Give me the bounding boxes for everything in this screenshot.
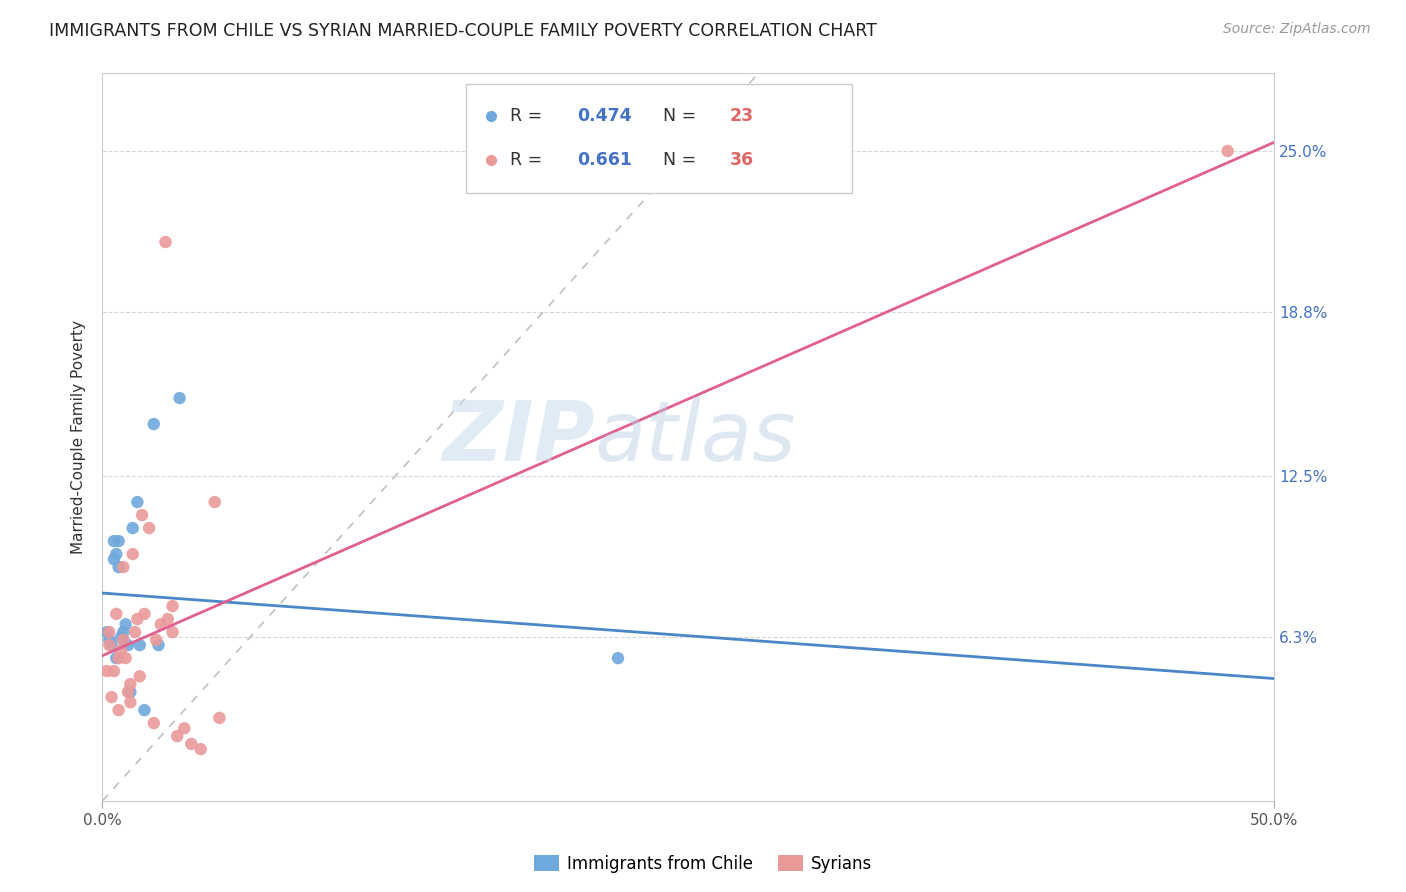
Text: IMMIGRANTS FROM CHILE VS SYRIAN MARRIED-COUPLE FAMILY POVERTY CORRELATION CHART: IMMIGRANTS FROM CHILE VS SYRIAN MARRIED-… xyxy=(49,22,877,40)
Point xyxy=(112,632,135,647)
Point xyxy=(208,711,231,725)
Point xyxy=(103,664,125,678)
Text: atlas: atlas xyxy=(595,397,796,477)
Point xyxy=(103,552,125,566)
Text: 0.474: 0.474 xyxy=(576,107,631,125)
Point xyxy=(100,690,122,705)
Point xyxy=(149,617,172,632)
Point xyxy=(145,632,167,647)
Point xyxy=(112,625,135,640)
Text: 23: 23 xyxy=(730,107,754,125)
Point xyxy=(121,547,143,561)
Point xyxy=(105,607,128,621)
Point xyxy=(128,638,150,652)
Point xyxy=(98,632,121,647)
Point xyxy=(96,625,118,640)
Point xyxy=(100,638,122,652)
Point xyxy=(134,607,156,621)
Point xyxy=(204,495,226,509)
Text: R =: R = xyxy=(510,152,548,169)
Point xyxy=(180,737,202,751)
Point xyxy=(607,651,630,665)
Point xyxy=(103,534,125,549)
FancyBboxPatch shape xyxy=(465,84,852,194)
Point xyxy=(114,617,136,632)
Text: 36: 36 xyxy=(730,152,754,169)
Point xyxy=(107,534,129,549)
Y-axis label: Married-Couple Family Poverty: Married-Couple Family Poverty xyxy=(72,320,86,554)
Point xyxy=(110,643,132,657)
Point xyxy=(121,521,143,535)
Point xyxy=(120,685,142,699)
Point xyxy=(142,716,165,731)
Legend: Immigrants from Chile, Syrians: Immigrants from Chile, Syrians xyxy=(527,848,879,880)
Point xyxy=(98,638,121,652)
Point xyxy=(169,391,191,405)
Point xyxy=(155,235,177,249)
Point xyxy=(131,508,153,522)
Point xyxy=(107,651,129,665)
Point xyxy=(162,599,184,613)
Point xyxy=(127,612,149,626)
Point xyxy=(105,547,128,561)
Point xyxy=(112,632,135,647)
Point xyxy=(142,417,165,431)
Point xyxy=(124,625,146,640)
Point xyxy=(128,669,150,683)
Text: 0.661: 0.661 xyxy=(576,152,631,169)
Text: N =: N = xyxy=(662,152,702,169)
Point xyxy=(117,685,139,699)
Point xyxy=(1216,144,1239,158)
Point xyxy=(110,630,132,644)
Point xyxy=(114,651,136,665)
Point xyxy=(162,625,184,640)
Point xyxy=(105,651,128,665)
Point xyxy=(98,625,121,640)
Point xyxy=(138,521,160,535)
Point xyxy=(96,664,118,678)
Point xyxy=(190,742,212,756)
Text: Source: ZipAtlas.com: Source: ZipAtlas.com xyxy=(1223,22,1371,37)
Point xyxy=(120,677,142,691)
Point xyxy=(112,560,135,574)
Point xyxy=(166,729,188,743)
Text: R =: R = xyxy=(510,107,548,125)
Text: ZIP: ZIP xyxy=(441,397,595,477)
Point xyxy=(127,495,149,509)
Point xyxy=(134,703,156,717)
Text: N =: N = xyxy=(662,107,702,125)
Point xyxy=(107,560,129,574)
Point xyxy=(173,722,195,736)
Point xyxy=(156,612,179,626)
Point xyxy=(107,703,129,717)
Point xyxy=(120,695,142,709)
Point xyxy=(117,638,139,652)
Point xyxy=(148,638,170,652)
